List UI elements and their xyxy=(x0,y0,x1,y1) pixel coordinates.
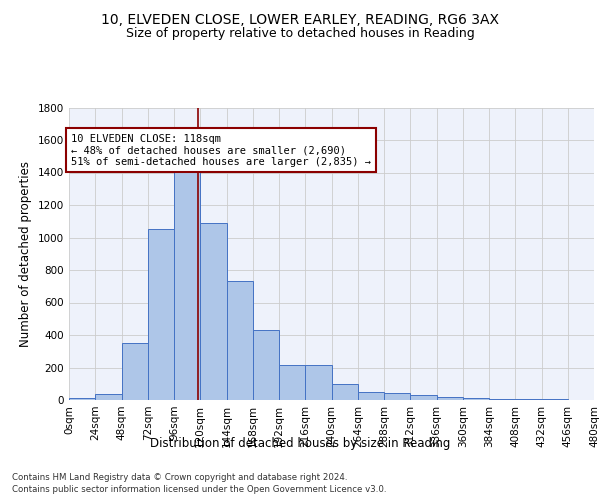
Bar xyxy=(174,164,200,400)
Bar xyxy=(410,395,437,400)
Text: Contains HM Land Registry data © Crown copyright and database right 2024.: Contains HM Land Registry data © Crown c… xyxy=(12,472,347,482)
Bar xyxy=(95,394,121,400)
Bar xyxy=(279,365,305,400)
Text: 10 ELVEDEN CLOSE: 118sqm
← 48% of detached houses are smaller (2,690)
51% of sem: 10 ELVEDEN CLOSE: 118sqm ← 48% of detach… xyxy=(71,134,371,166)
Bar xyxy=(331,384,358,400)
Bar xyxy=(148,228,174,400)
Bar xyxy=(200,223,227,400)
Bar xyxy=(69,398,95,400)
Bar xyxy=(358,392,384,400)
Bar xyxy=(542,399,568,400)
Text: 10, ELVEDEN CLOSE, LOWER EARLEY, READING, RG6 3AX: 10, ELVEDEN CLOSE, LOWER EARLEY, READING… xyxy=(101,12,499,26)
Bar xyxy=(515,399,542,400)
Bar xyxy=(305,365,331,400)
Bar xyxy=(437,397,463,400)
Bar xyxy=(121,343,148,400)
Bar xyxy=(253,330,279,400)
Y-axis label: Number of detached properties: Number of detached properties xyxy=(19,161,32,347)
Bar xyxy=(384,392,410,400)
Bar xyxy=(489,399,515,400)
Text: Distribution of detached houses by size in Reading: Distribution of detached houses by size … xyxy=(150,438,450,450)
Bar xyxy=(463,398,489,400)
Text: Contains public sector information licensed under the Open Government Licence v3: Contains public sector information licen… xyxy=(12,485,386,494)
Bar xyxy=(227,282,253,400)
Text: Size of property relative to detached houses in Reading: Size of property relative to detached ho… xyxy=(125,28,475,40)
